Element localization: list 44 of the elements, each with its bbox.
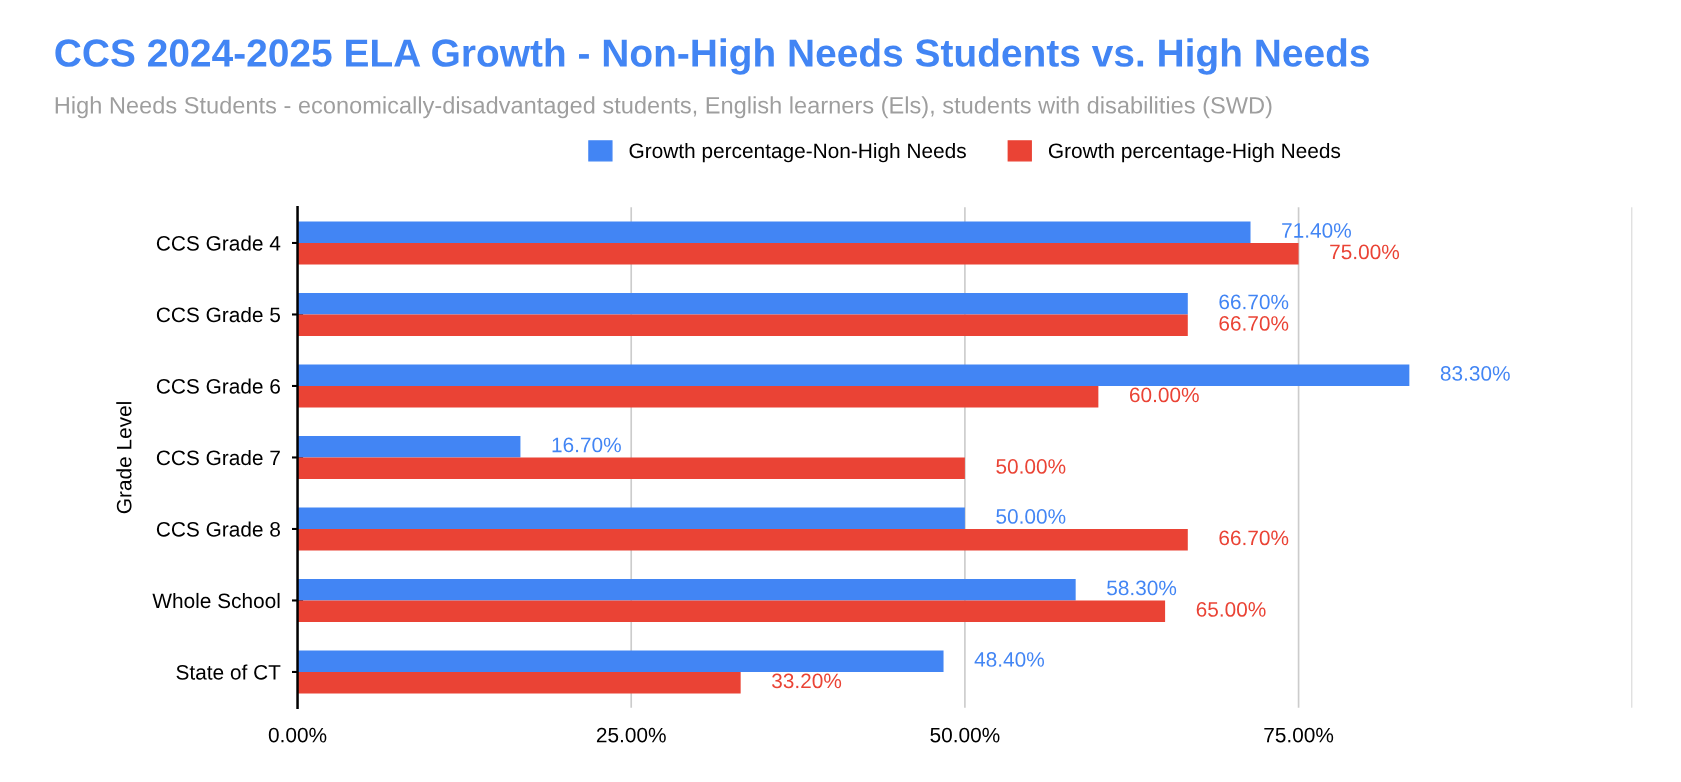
bar: [297, 364, 1410, 386]
data-label: 66.70%: [1219, 294, 1289, 310]
data-label: 58.30%: [1107, 580, 1177, 596]
y-tick-label: CCS Grade 6: [156, 378, 280, 394]
x-tick-label: 25.00%: [596, 727, 666, 743]
bar: [297, 600, 1166, 622]
legend-label: Growth percentage-Non-High Needs: [629, 142, 966, 163]
bar: [297, 221, 1251, 243]
chart-subtitle: High Needs Students - economically-disadvantaged students, English learners (Els), students with disabilities (SWD): [55, 96, 1272, 119]
data-label: 48.40%: [974, 652, 1045, 667]
bar: [297, 579, 1076, 601]
data-label: 33.20%: [772, 673, 842, 689]
data-label: 65.00%: [1196, 602, 1266, 617]
x-tick-label: 0.00%: [268, 727, 327, 743]
bar: [297, 671, 741, 694]
data-label: 75.00%: [1330, 244, 1400, 260]
y-tick-label: CCS Grade 4: [156, 235, 281, 251]
data-label: 66.70%: [1219, 316, 1289, 331]
bar: [297, 385, 1099, 408]
data-label: 66.70%: [1219, 530, 1289, 546]
bar: [297, 528, 1188, 551]
data-label: 60.00%: [1129, 387, 1199, 403]
data-label: 71.40%: [1282, 223, 1351, 238]
data-label: 83.30%: [1440, 366, 1510, 381]
x-tick-label: 75.00%: [1264, 727, 1334, 743]
data-label: 50.00%: [996, 509, 1066, 524]
bar: [297, 293, 1188, 315]
x-tick-label: 50.00%: [930, 727, 1000, 743]
data-label: 16.70%: [552, 437, 621, 453]
y-tick-label: State of CT: [176, 664, 281, 680]
y-tick-label: CCS Grade 7: [156, 449, 280, 466]
bar: [297, 507, 965, 529]
bar: [297, 314, 1188, 336]
y-axis-title: Grade Level: [116, 402, 132, 514]
bar: [297, 242, 1299, 265]
y-tick-label: CCS Grade 8: [156, 521, 280, 537]
y-tick-label: CCS Grade 5: [156, 306, 280, 323]
bar: [297, 650, 944, 672]
legend-label: Growth percentage-High Needs: [1048, 142, 1341, 163]
bar: [297, 457, 965, 479]
bar: [297, 436, 521, 458]
y-tick-label: Whole School: [152, 592, 280, 609]
chart-title: CCS 2024-2025 ELA Growth - Non-High Needs Students vs. High Needs: [55, 38, 1369, 75]
data-label: 50.00%: [996, 459, 1066, 474]
